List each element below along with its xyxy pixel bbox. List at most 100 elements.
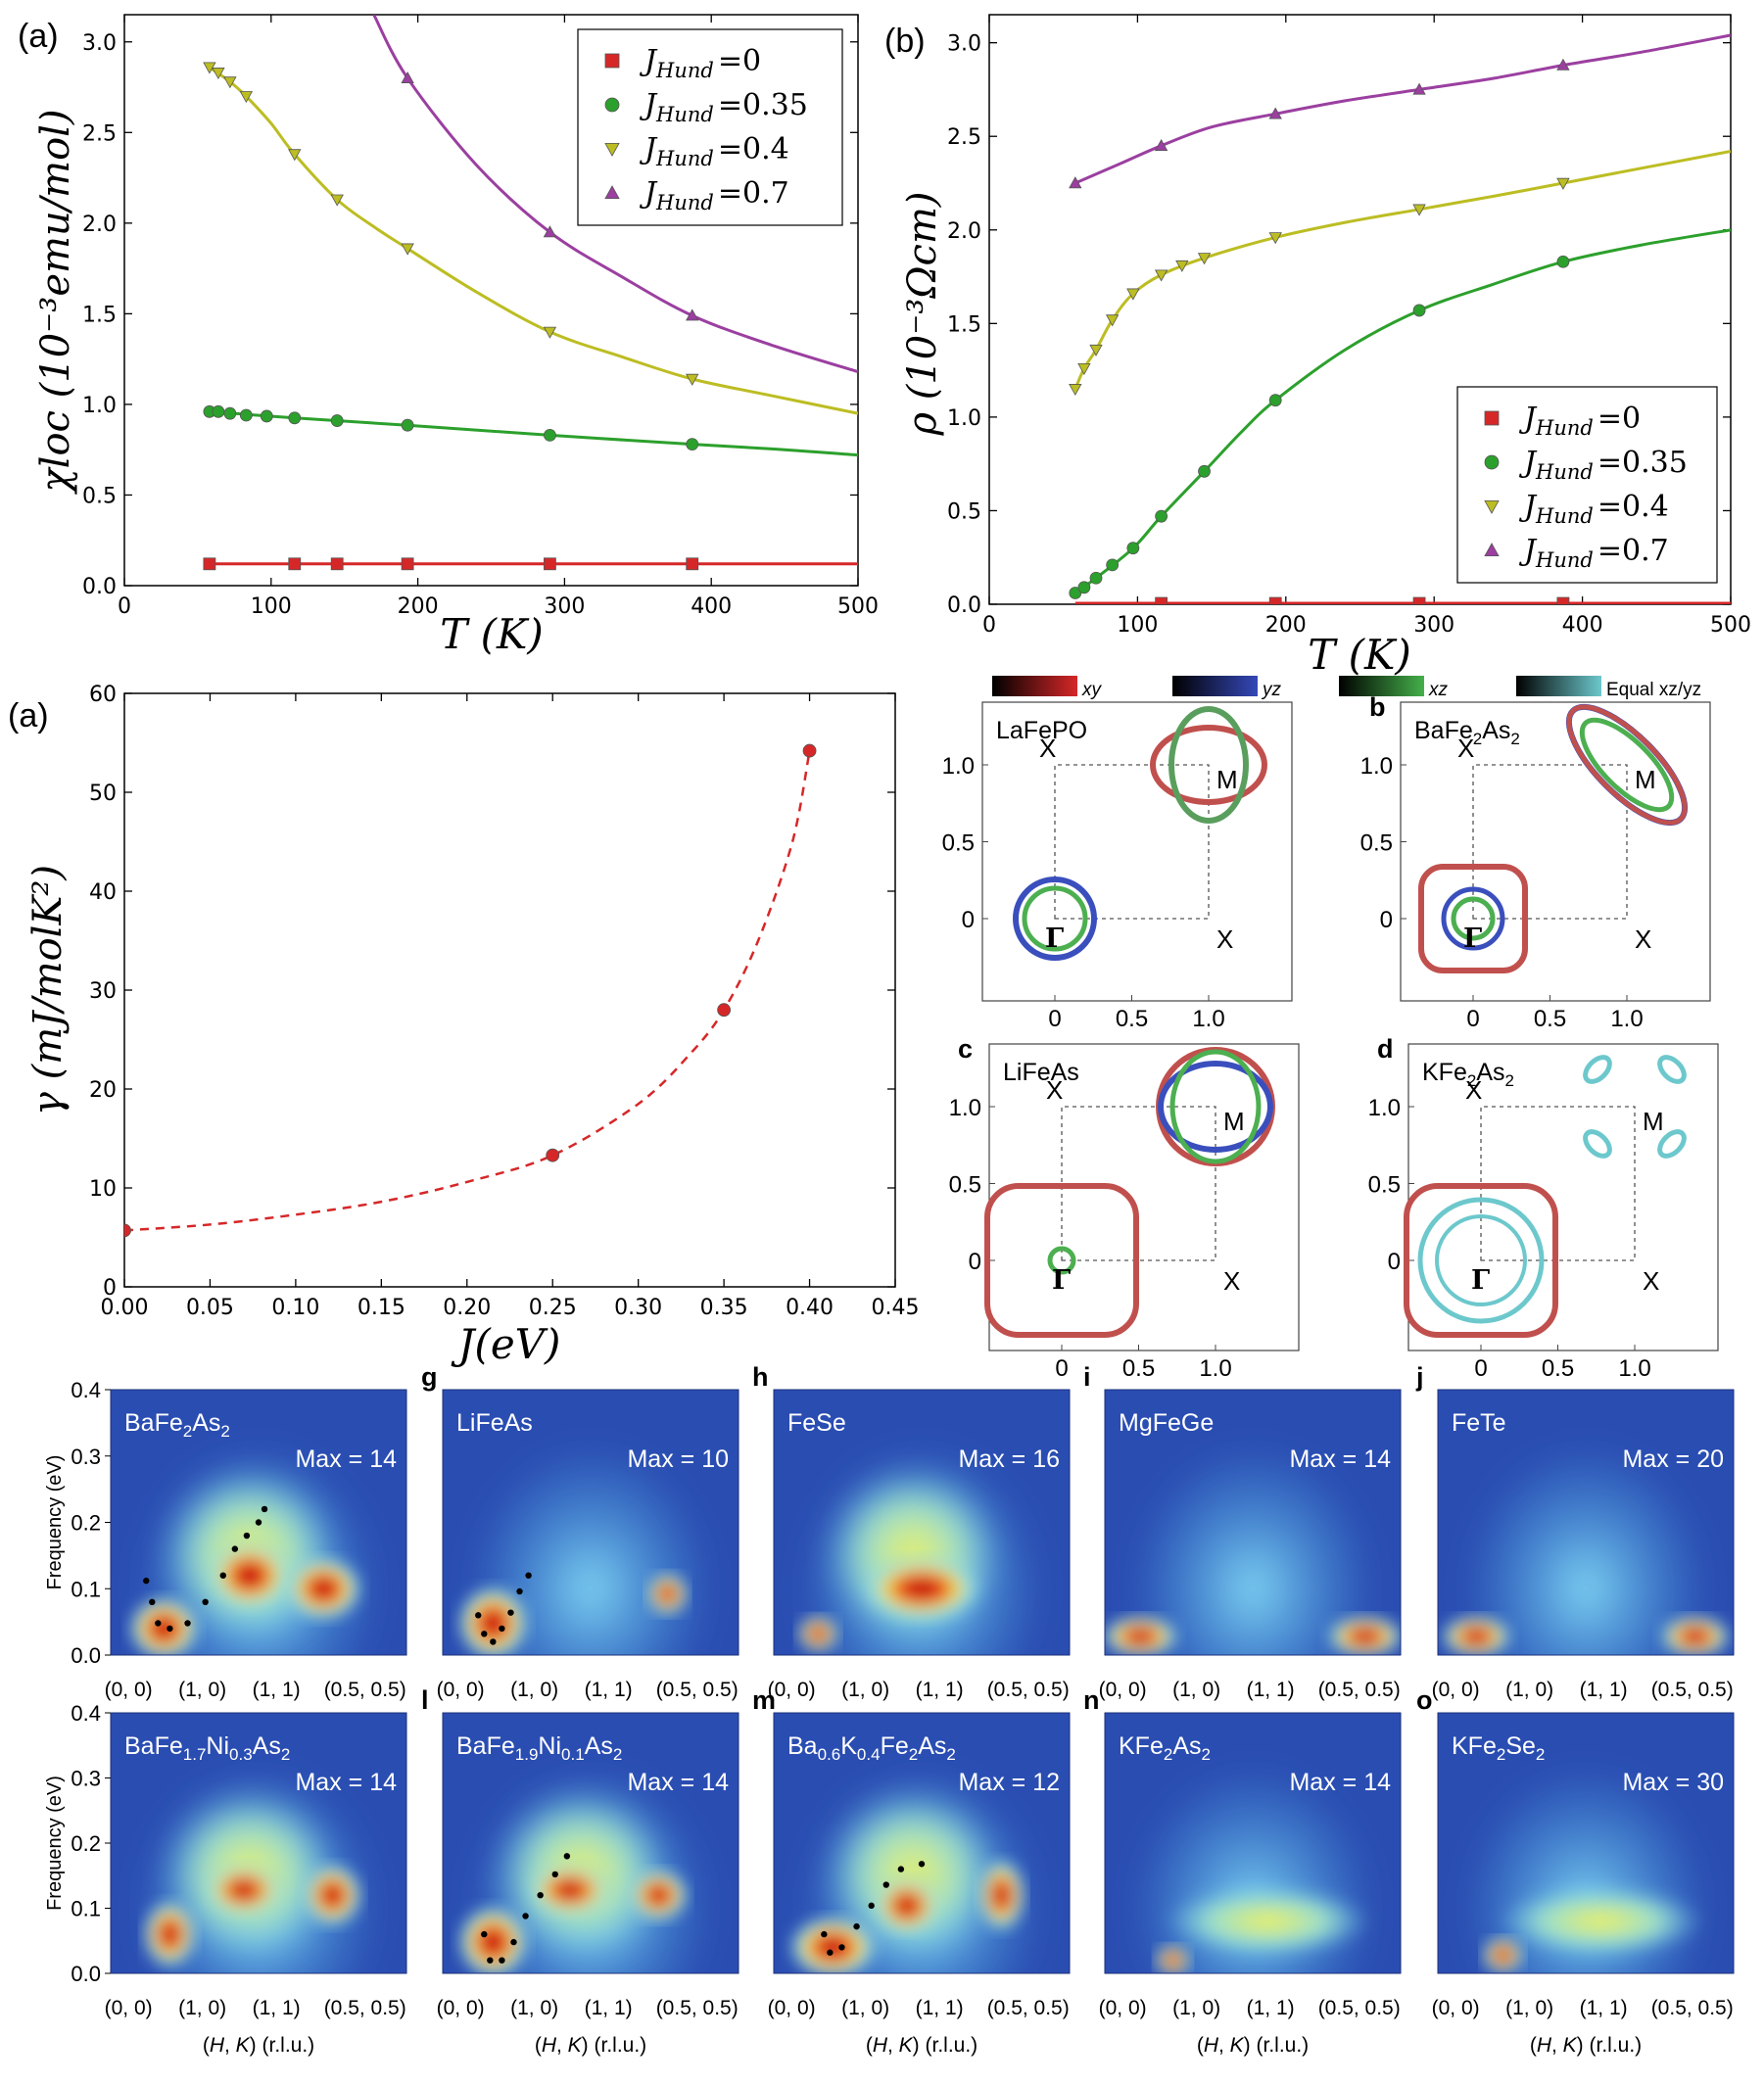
data-point-3 — [1412, 82, 1426, 95]
data-point-0 — [717, 1003, 732, 1018]
plot-area — [123, 692, 896, 1288]
y-tick-label: 1.0 — [947, 406, 981, 431]
spectrum-x-axis-label: (H, K) (r.l.u.) — [1530, 2034, 1642, 2057]
gamma-pocket-inner — [1451, 896, 1496, 941]
spectrum-x-tick-label: (1, 1) — [1247, 1997, 1295, 2019]
data-point-0 — [802, 743, 817, 758]
data-point-3 — [686, 308, 699, 321]
spectrum-panel-letter: i — [1083, 1362, 1091, 1392]
x-tick-label: 0.25 — [529, 1296, 577, 1320]
heatmap-glow — [1164, 1884, 1371, 1959]
data-point-2 — [1412, 204, 1426, 216]
heatmap-hotspot — [862, 1556, 981, 1621]
data-point-2 — [1268, 232, 1282, 245]
colorbar-label-2: xz — [1428, 680, 1449, 700]
gamma-pocket-outer — [1418, 864, 1528, 973]
dispersion-point — [522, 1913, 529, 1919]
y-tick-label: 3.0 — [947, 32, 981, 57]
heatmap-hotspot — [143, 1900, 197, 1968]
colorbar-label-0: xy — [1081, 680, 1103, 700]
fermi-x-tick-label: 0.5 — [1542, 1355, 1574, 1382]
data-point-3 — [1154, 138, 1168, 151]
m-pocket-a — [1150, 725, 1267, 805]
spectrum-x-tick-label: (0, 0) — [1432, 1679, 1480, 1701]
m-pocket-0 — [1583, 1055, 1612, 1084]
y-tick-label: 0.5 — [947, 499, 981, 524]
fermi-y-tick-label: 0.5 — [1368, 1172, 1401, 1199]
legend-marker-0 — [604, 53, 620, 69]
heatmap-hotspot — [1482, 1936, 1524, 1973]
dispersion-point — [184, 1620, 191, 1627]
heatmap-glow — [824, 1788, 1002, 1961]
spectrum-panel-letter: j — [1415, 1362, 1424, 1392]
fermi-panel-0: 0 0.5 1.0 0 0.5 1.0 LaFePO Γ M X X — [942, 701, 1293, 1032]
spectrum-material: FeTe — [1452, 1409, 1506, 1437]
data-point-1 — [1412, 304, 1426, 317]
fermi-y-tick-label: 1.0 — [949, 1095, 981, 1121]
x-point-label-top: X — [1457, 734, 1474, 763]
data-point-1 — [401, 418, 414, 432]
spectrum-x-tick-label: (1, 1) — [585, 1679, 633, 1701]
fermi-x-tick-label: 1.0 — [1192, 1006, 1224, 1032]
data-point-3 — [543, 225, 557, 238]
dispersion-point — [167, 1625, 173, 1633]
brillouin-zone — [1480, 1106, 1636, 1261]
spectrum-x-tick-label: (1, 1) — [253, 1679, 301, 1701]
dispersion-point — [507, 1609, 514, 1616]
heatmap — [1438, 1390, 1734, 1655]
x-point-label-right: X — [1216, 924, 1233, 954]
fermi-y-tick-label: 0 — [969, 1249, 981, 1275]
fermi-y-tick-label: 0.5 — [949, 1172, 981, 1199]
spectrum-max-label: Max = 14 — [295, 1445, 397, 1473]
fermi-panel-letter: b — [1369, 692, 1386, 722]
spectrum-panel-1: LiFeAs Max = 10 g (0, 0) (1, 0) (1, 1) (0.5, 0… — [421, 1362, 739, 1738]
m-pocket-c — [1169, 1049, 1262, 1164]
fermi-x-tick-label: 1.0 — [1610, 1006, 1643, 1032]
data-point-3 — [1069, 176, 1082, 189]
data-point-1 — [686, 438, 699, 451]
data-point-1 — [1198, 464, 1211, 478]
heatmap-hotspot — [1105, 1615, 1179, 1655]
spectrum-max-label: Max = 14 — [1289, 1445, 1391, 1473]
gamma-point-label: Γ — [1045, 924, 1064, 954]
spectrum-x-tick-label: (1, 0) — [1172, 1679, 1220, 1701]
legend-entry-3: JHund =0.7 — [1518, 534, 1669, 572]
y-tick-label: 0.5 — [82, 484, 117, 508]
dispersion-point — [149, 1598, 156, 1606]
heatmap — [443, 1390, 739, 1655]
gamma-point-label: Γ — [1471, 1265, 1490, 1296]
spectrum-x-tick-label: (1, 1) — [916, 1997, 964, 2019]
m-point-label: M — [1216, 765, 1238, 794]
fermi-surface-panels: xy yz xz Equal xz/yz 0 0.5 1.0 0 0.5 1.0 LaFePO Γ M X… — [942, 676, 1719, 1382]
dispersion-point — [143, 1577, 150, 1585]
spectrum-y-axis-label: Frequency (eV) — [44, 1455, 66, 1590]
spectrum-material: MgFeGe — [1119, 1409, 1214, 1437]
spectrum-max-label: Max = 14 — [1289, 1769, 1391, 1796]
spectrum-x-tick-label: (1, 0) — [1172, 1997, 1220, 2019]
series-line-3 — [372, 15, 858, 374]
spectrum-x-tick-label: (0.5, 0.5) — [987, 1679, 1070, 1701]
spectrum-max-label: Max = 20 — [1622, 1445, 1724, 1473]
x-tick-label: 0 — [982, 613, 996, 638]
y-tick-label: 1.5 — [82, 303, 117, 327]
spectrum-material: BaFe1.9Ni0.1As2 — [456, 1732, 622, 1764]
data-point-1 — [330, 414, 344, 427]
heatmap — [774, 1390, 1070, 1655]
legend-entry-1: JHund =0.35 — [1518, 446, 1688, 484]
spectrum-x-tick-label: (0, 0) — [1432, 1997, 1480, 2019]
fermi-x-tick-label: 1.0 — [1199, 1355, 1231, 1382]
heatmap-cone — [1461, 1443, 1710, 1655]
fermi-x-tick-label: 0 — [1466, 1006, 1479, 1032]
dispersion-point — [487, 1957, 494, 1964]
brillouin-zone — [1061, 1106, 1216, 1261]
data-point-1 — [1089, 571, 1103, 585]
data-point-0 — [124, 1223, 131, 1238]
spectrum-material: Ba0.6K0.4Fe2As2 — [787, 1732, 956, 1764]
fermi-x-tick-label: 0 — [1048, 1006, 1061, 1032]
heatmap-hotspot — [528, 1864, 612, 1917]
data-point-2 — [330, 194, 344, 207]
data-point-0 — [203, 557, 216, 571]
x-tick-label: 300 — [544, 594, 585, 619]
